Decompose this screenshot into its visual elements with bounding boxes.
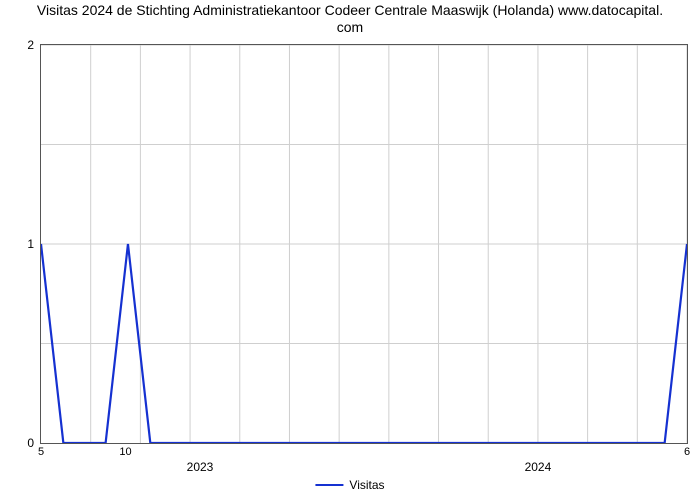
chart-title: Visitas 2024 de Stichting Administratiek…: [0, 0, 700, 36]
chart-title-line1: Visitas 2024 de Stichting Administratiek…: [37, 2, 663, 18]
y-tick-label: 1: [0, 237, 34, 251]
x-year-label: 2024: [525, 460, 552, 474]
legend-swatch: [315, 484, 343, 486]
chart-line-series: [41, 45, 687, 443]
y-tick-label: 2: [0, 38, 34, 52]
x-tick-label: 10: [119, 446, 131, 458]
legend-label: Visitas: [349, 478, 384, 492]
chart-plot-area: [40, 44, 688, 444]
chart-title-line2: com: [337, 19, 363, 35]
x-tick-label: 5: [38, 446, 44, 458]
x-year-label: 2023: [187, 460, 214, 474]
x-tick-label: 6: [684, 446, 690, 458]
y-tick-label: 0: [0, 436, 34, 450]
chart-legend: Visitas: [315, 478, 384, 492]
